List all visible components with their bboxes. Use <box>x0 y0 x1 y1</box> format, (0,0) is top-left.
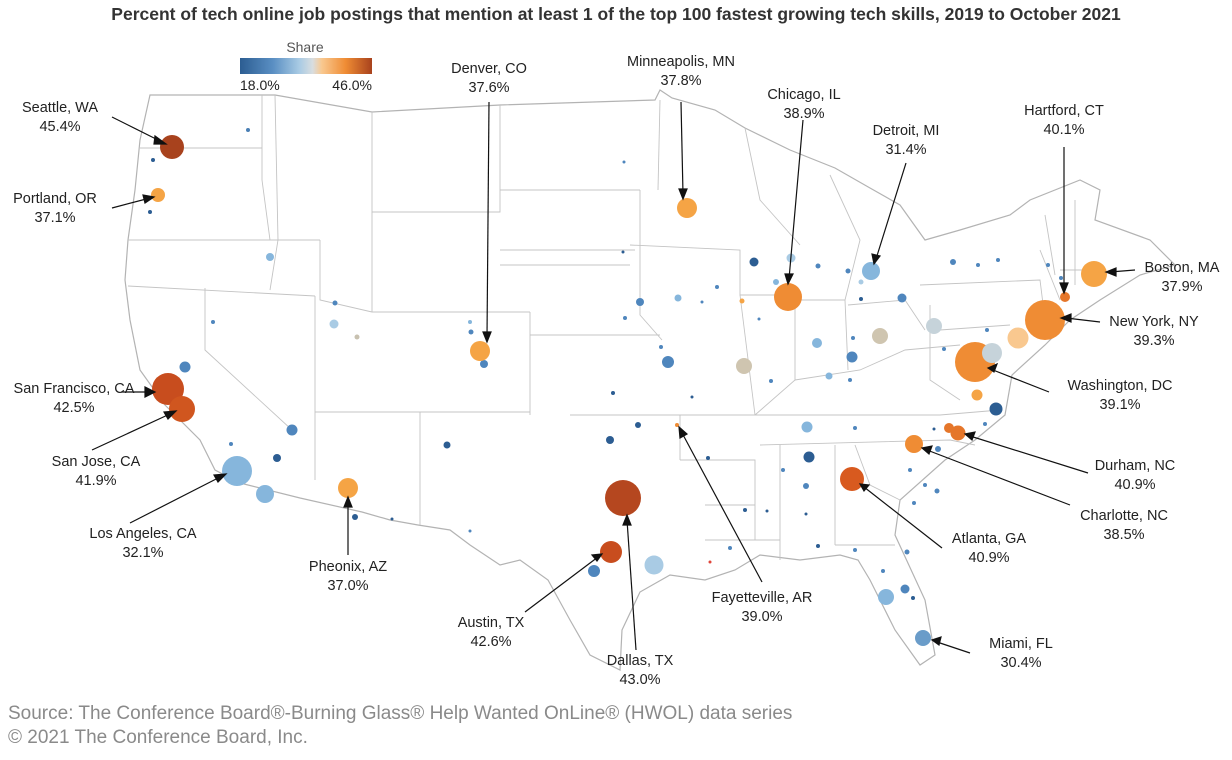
label-san-francisco-name: San Francisco, CA <box>14 381 135 397</box>
bubble-seattle <box>160 135 184 159</box>
bubble-portland <box>151 188 165 202</box>
label-austin-name: Austin, TX <box>458 615 525 631</box>
label-minneapolis-name: Minneapolis, MN <box>627 54 735 70</box>
bubble-dallas <box>605 480 641 516</box>
label-chicago-value: 38.9% <box>783 106 824 122</box>
label-los-angeles-name: Los Angeles, CA <box>89 526 197 542</box>
bubble-boston <box>1081 261 1107 287</box>
bubble-denver <box>470 341 490 361</box>
label-dallas-value: 43.0% <box>619 672 660 688</box>
label-phoenix-value: 37.0% <box>327 578 368 594</box>
label-fayetteville-name: Fayetteville, AR <box>712 590 813 606</box>
legend: Share 18.0% 46.0% <box>240 39 372 93</box>
bubble-raleigh <box>944 423 954 433</box>
label-washington-value: 39.1% <box>1099 397 1140 413</box>
bubble-hartford <box>1060 292 1070 302</box>
bubble-los-angeles <box>222 456 252 486</box>
label-miami-value: 30.4% <box>1000 655 1041 671</box>
labeled-metro-bubbles <box>151 135 1107 646</box>
label-denver-name: Denver, CO <box>451 61 527 77</box>
chart-title: Percent of tech online job postings that… <box>111 4 1121 24</box>
label-seattle-value: 45.4% <box>39 119 80 135</box>
legend-max-label: 46.0% <box>332 77 372 93</box>
label-portland-name: Portland, OR <box>13 191 97 207</box>
label-atlanta-value: 40.9% <box>968 550 1009 566</box>
label-los-angeles-value: 32.1% <box>122 545 163 561</box>
metro-labels: Seattle, WA 45.4% Portland, OR 37.1% San… <box>13 54 1220 688</box>
bubble-chicago <box>774 283 802 311</box>
label-detroit-value: 31.4% <box>885 142 926 158</box>
label-san-jose-value: 41.9% <box>75 473 116 489</box>
label-charlotte-name: Charlotte, NC <box>1080 508 1168 524</box>
bubble-charlotte <box>905 435 923 453</box>
source-note: Source: The Conference Board®-Burning Gl… <box>8 702 792 750</box>
label-fayetteville-value: 39.0% <box>741 609 782 625</box>
legend-color-bar <box>240 58 372 74</box>
bubble-baltimore <box>982 343 1002 363</box>
label-boston-value: 37.9% <box>1161 279 1202 295</box>
bubble-miami <box>915 630 931 646</box>
label-charlotte-value: 38.5% <box>1103 527 1144 543</box>
label-detroit-name: Detroit, MI <box>873 123 940 139</box>
copyright-line: © 2021 The Conference Board, Inc. <box>8 727 308 748</box>
label-denver-value: 37.6% <box>468 80 509 96</box>
label-austin-value: 42.6% <box>470 634 511 650</box>
bubble-fayetteville <box>675 423 679 427</box>
label-boston-name: Boston, MA <box>1145 260 1220 276</box>
bubble-new-york <box>1025 300 1065 340</box>
bubble-austin <box>600 541 622 563</box>
label-washington-name: Washington, DC <box>1067 378 1172 394</box>
legend-min-label: 18.0% <box>240 77 280 93</box>
bubble-atlanta <box>840 467 864 491</box>
label-hartford-value: 40.1% <box>1043 122 1084 138</box>
label-seattle-name: Seattle, WA <box>22 100 98 116</box>
label-durham-value: 40.9% <box>1114 477 1155 493</box>
bubble-detroit <box>862 262 880 280</box>
bubble-minneapolis <box>677 198 697 218</box>
label-san-francisco-value: 42.5% <box>53 400 94 416</box>
label-atlanta-name: Atlanta, GA <box>952 531 1026 547</box>
callout-arrows <box>91 101 1136 654</box>
label-chicago-name: Chicago, IL <box>767 87 840 103</box>
label-new-york-value: 39.3% <box>1133 333 1174 349</box>
label-dallas-name: Dallas, TX <box>607 653 674 669</box>
label-durham-name: Durham, NC <box>1095 458 1176 474</box>
metro-dots <box>148 128 1063 605</box>
us-map: Share 18.0% 46.0% <box>13 39 1220 688</box>
bubble-durham <box>950 425 966 441</box>
bubble-san-jose <box>169 396 195 422</box>
label-hartford-name: Hartford, CT <box>1024 103 1104 119</box>
bubble-san-francisco <box>152 373 184 405</box>
bubble-phoenix <box>338 478 358 498</box>
state-borders <box>127 94 1095 560</box>
label-portland-value: 37.1% <box>34 210 75 226</box>
us-outline <box>124 89 1177 671</box>
label-new-york-name: New York, NY <box>1109 314 1199 330</box>
label-miami-name: Miami, FL <box>989 636 1053 652</box>
source-line: Source: The Conference Board®-Burning Gl… <box>8 703 793 724</box>
label-san-jose-name: San Jose, CA <box>52 454 141 470</box>
label-phoenix-name: Pheonix, AZ <box>309 559 387 575</box>
label-minneapolis-value: 37.8% <box>660 73 701 89</box>
legend-title: Share <box>286 39 324 55</box>
